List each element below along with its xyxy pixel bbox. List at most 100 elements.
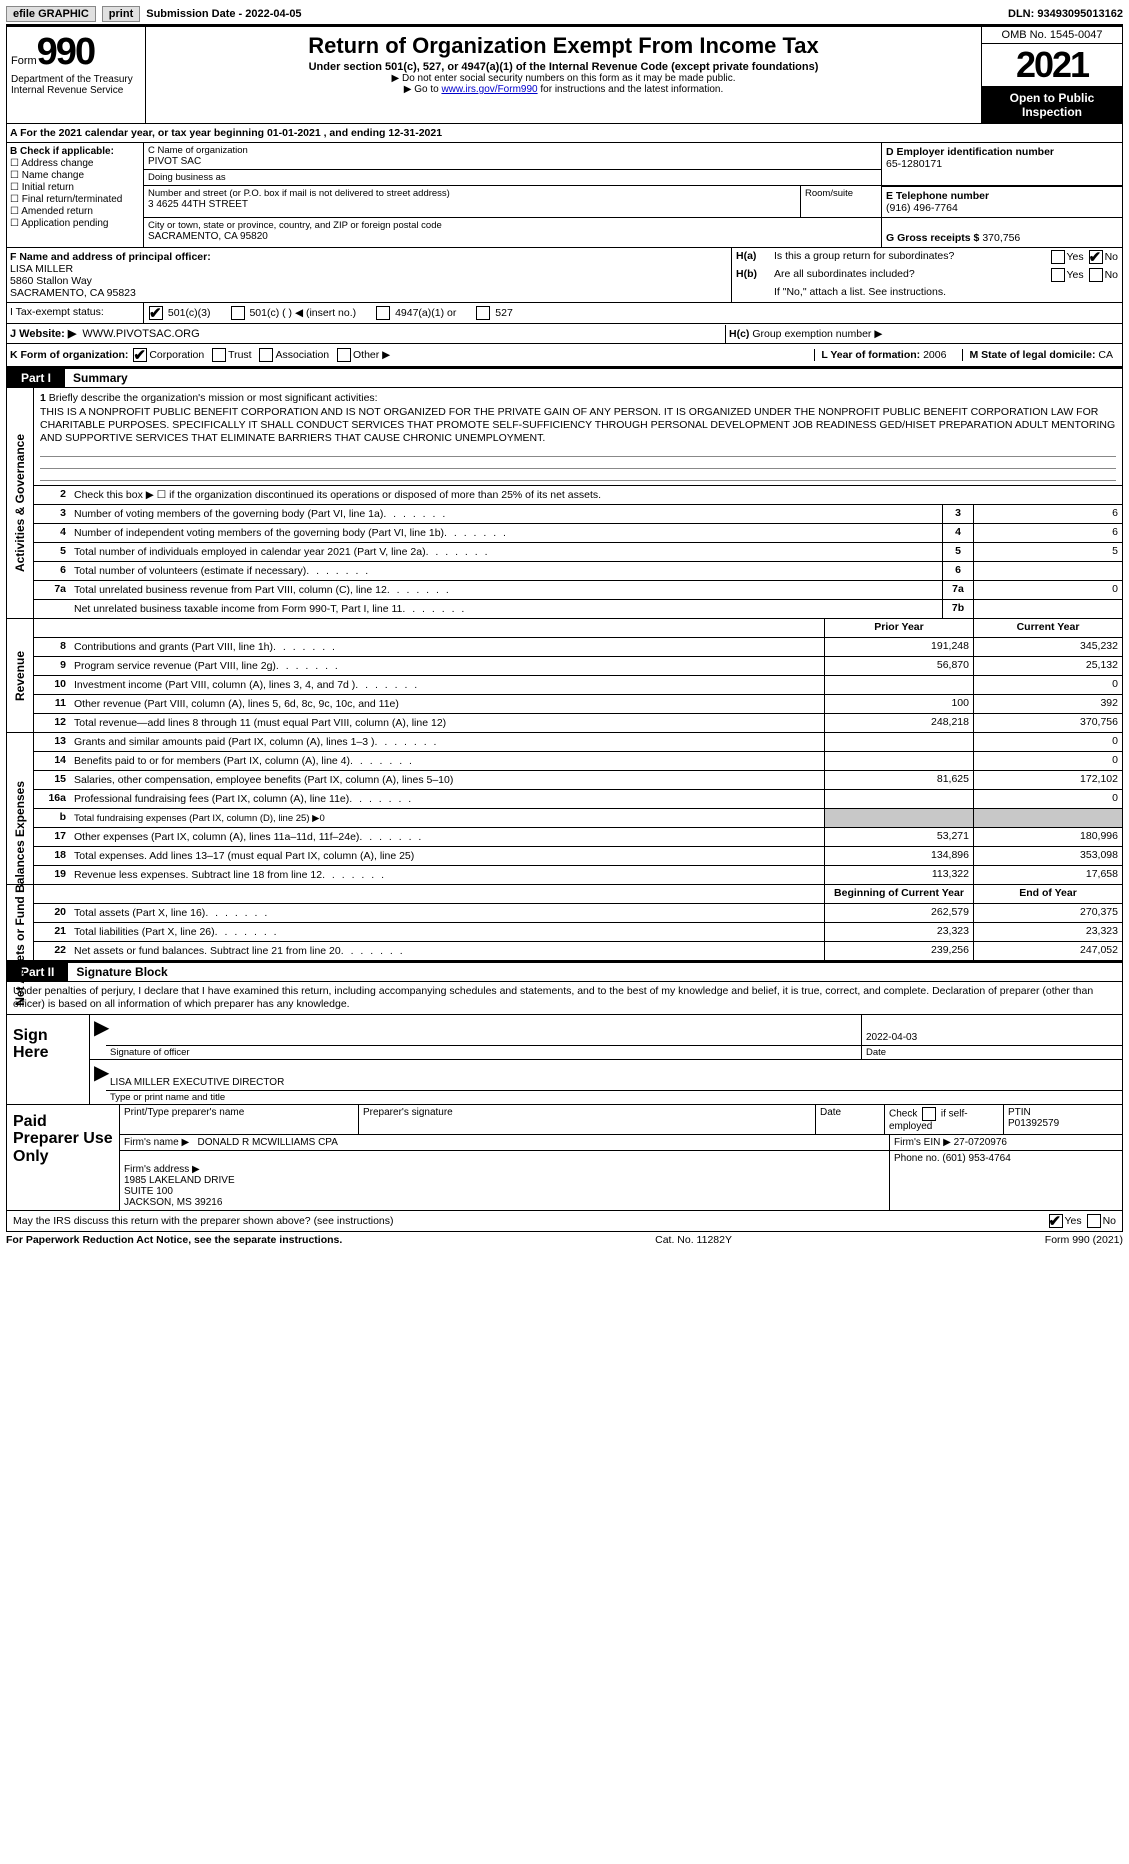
- l-label: L Year of formation:: [821, 349, 923, 361]
- l6-text: Total number of volunteers (estimate if …: [74, 565, 306, 577]
- i-o2: 501(c) ( ) ◀ (insert no.): [249, 307, 356, 319]
- l20-curr: 270,375: [973, 904, 1122, 922]
- section-c: C Name of organization PIVOT SAC Doing b…: [144, 143, 1122, 247]
- sign-here-block: Sign Here ▶ Signature of officer 2022-04…: [6, 1015, 1123, 1105]
- l7b-value: [973, 600, 1122, 618]
- i-501c-check[interactable]: [231, 306, 245, 320]
- i-501c3-check[interactable]: [149, 306, 163, 320]
- l14-text: Benefits paid to or for members (Part IX…: [74, 755, 350, 767]
- b-opt-initial[interactable]: ☐ Initial return: [10, 182, 140, 193]
- arrow-icon: ▶: [90, 1015, 106, 1059]
- l9-prior: 56,870: [824, 657, 973, 675]
- discuss-no-check[interactable]: [1087, 1214, 1101, 1228]
- self-employed-check[interactable]: [922, 1107, 936, 1121]
- dln-val: 93493095013162: [1037, 8, 1123, 20]
- efile-button[interactable]: efile GRAPHIC: [6, 6, 96, 22]
- street-value: 3 4625 44TH STREET: [144, 199, 800, 212]
- firm-ein-lbl: Firm's EIN ▶: [894, 1137, 951, 1148]
- l15-text: Salaries, other compensation, employee b…: [74, 774, 453, 786]
- i-o4: 527: [495, 307, 513, 319]
- sidetab-revenue: Revenue: [7, 619, 34, 732]
- hb-note: If "No," attach a list. See instructions…: [774, 286, 1118, 298]
- discuss-yes-check[interactable]: [1049, 1214, 1063, 1228]
- l17-text: Other expenses (Part IX, column (A), lin…: [74, 831, 359, 843]
- no-lbl: No: [1105, 251, 1118, 263]
- sig-officer-label: Signature of officer: [106, 1046, 861, 1059]
- irs-link[interactable]: www.irs.gov/Form990: [441, 84, 537, 95]
- form-word: Form: [11, 55, 37, 67]
- l22-text: Net assets or fund balances. Subtract li…: [74, 945, 341, 957]
- hc-label: H(c): [729, 328, 749, 340]
- prep-date-hdr: Date: [816, 1105, 885, 1134]
- b-opt-pending[interactable]: ☐ Application pending: [10, 218, 140, 229]
- hb-yes-check[interactable]: [1051, 268, 1065, 282]
- j-label: J Website: ▶: [7, 324, 79, 343]
- l21-text: Total liabilities (Part X, line 26): [74, 926, 215, 938]
- discuss-row: May the IRS discuss this return with the…: [6, 1211, 1123, 1232]
- b-opt-3: Final return/terminated: [22, 194, 123, 205]
- b-opt-final[interactable]: ☐ Final return/terminated: [10, 194, 140, 205]
- paid-preparer-block: Paid Preparer Use Only Print/Type prepar…: [6, 1105, 1123, 1211]
- tel-value: (916) 496-7764: [886, 202, 1118, 214]
- firm-ein-val: 27-0720976: [954, 1137, 1007, 1148]
- b-opt-amended[interactable]: ☐ Amended return: [10, 206, 140, 217]
- l3-value: 6: [973, 505, 1122, 523]
- k-other-check[interactable]: [337, 348, 351, 362]
- sidetab-activities: Activities & Governance: [7, 388, 34, 618]
- print-button[interactable]: print: [102, 6, 140, 22]
- l22-curr: 247,052: [973, 942, 1122, 960]
- l19-curr: 17,658: [973, 866, 1122, 884]
- goto-pre: ▶ Go to: [404, 84, 442, 95]
- l16b-prior: [824, 809, 973, 827]
- sub-lbl: Submission Date -: [146, 8, 245, 20]
- sig-date-value: 2022-04-03: [862, 1015, 1122, 1046]
- line-a-calendar: A For the 2021 calendar year, or tax yea…: [6, 124, 1123, 143]
- col-begin-hdr: Beginning of Current Year: [824, 885, 973, 903]
- revenue-section: Revenue Prior YearCurrent Year 8Contribu…: [6, 619, 1123, 733]
- l1-label: Briefly describe the organization's miss…: [49, 392, 378, 404]
- l20-text: Total assets (Part X, line 16): [74, 907, 205, 919]
- discuss-no: No: [1103, 1214, 1116, 1226]
- form-number: 990: [37, 31, 94, 73]
- goto-post: for instructions and the latest informat…: [538, 84, 724, 95]
- city-value: SACRAMENTO, CA 95820: [144, 231, 881, 244]
- hb-no-check[interactable]: [1089, 268, 1103, 282]
- c4-pre: Check: [889, 1108, 920, 1119]
- firm-addr-lbl: Firm's address ▶: [124, 1164, 200, 1175]
- org-name: PIVOT SAC: [144, 156, 881, 169]
- hb-label: H(b): [736, 268, 770, 280]
- suite-label: Room/suite: [801, 186, 881, 199]
- k-corp-check[interactable]: [133, 348, 147, 362]
- typed-name-label: Type or print name and title: [106, 1091, 1122, 1104]
- k-trust-check[interactable]: [212, 348, 226, 362]
- b-opt-name[interactable]: ☐ Name change: [10, 170, 140, 181]
- b-opt-address[interactable]: ☐ Address change: [10, 158, 140, 169]
- section-b: B Check if applicable: ☐ Address change …: [7, 143, 144, 247]
- dln-lbl: DLN:: [1008, 8, 1037, 20]
- i-o1: 501(c)(3): [168, 307, 211, 319]
- l13-prior: [824, 733, 973, 751]
- i-527-check[interactable]: [476, 306, 490, 320]
- l9-text: Program service revenue (Part VIII, line…: [74, 660, 276, 672]
- dln: DLN: 93493095013162: [1008, 8, 1123, 20]
- l22-prior: 239,256: [824, 942, 973, 960]
- l16a-curr: 0: [973, 790, 1122, 808]
- i-4947-check[interactable]: [376, 306, 390, 320]
- firm-addr-val: 1985 LAKELAND DRIVE SUITE 100 JACKSON, M…: [124, 1175, 235, 1208]
- col-curr-hdr: Current Year: [973, 619, 1122, 637]
- header-right: OMB No. 1545-0047 2021 Open to Public In…: [981, 27, 1122, 123]
- street-label: Number and street (or P.O. box if mail i…: [144, 186, 800, 199]
- l14-prior: [824, 752, 973, 770]
- submission-date-label: Submission Date - 2022-04-05: [146, 8, 301, 20]
- typed-name: LISA MILLER EXECUTIVE DIRECTOR: [106, 1060, 1122, 1091]
- l16a-text: Professional fundraising fees (Part IX, …: [74, 793, 349, 805]
- ha-yes-check[interactable]: [1051, 250, 1065, 264]
- city-label: City or town, state or province, country…: [144, 218, 881, 231]
- phone-lbl: Phone no.: [894, 1153, 940, 1164]
- k-o2: Trust: [228, 349, 252, 361]
- k-assoc-check[interactable]: [259, 348, 273, 362]
- part1-header: Part I Summary: [6, 367, 1123, 388]
- ha-no-check[interactable]: [1089, 250, 1103, 264]
- b-label: B Check if applicable:: [10, 146, 140, 157]
- prep-name-hdr: Print/Type preparer's name: [120, 1105, 359, 1134]
